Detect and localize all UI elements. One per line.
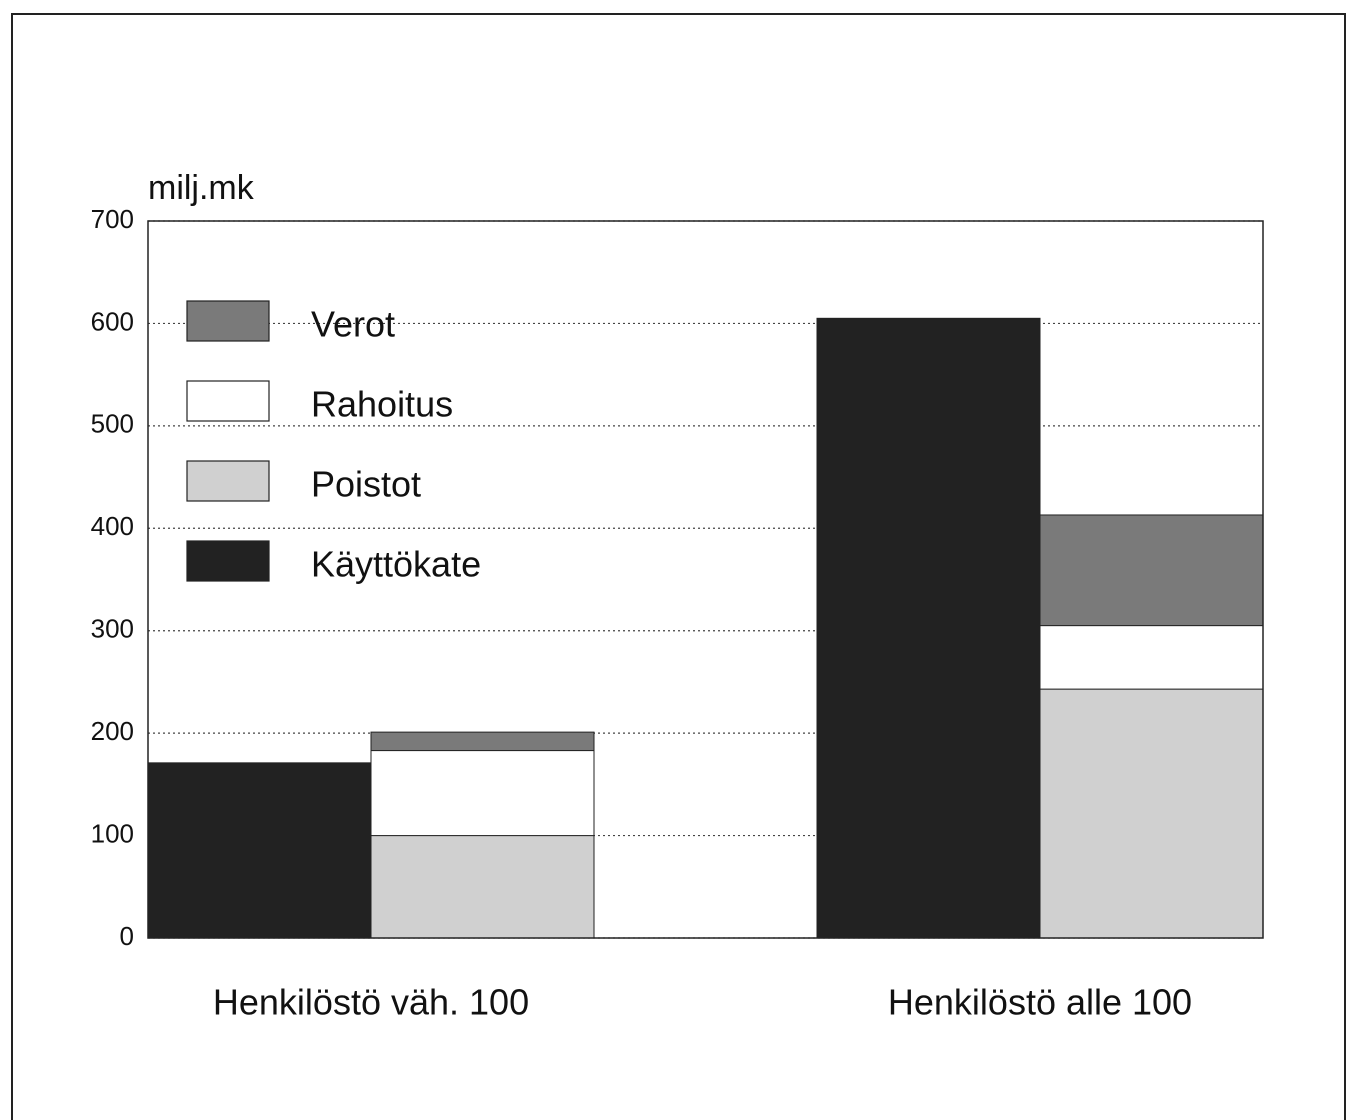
bar — [370, 731, 595, 752]
bar — [147, 762, 372, 939]
y-tick-label: 400 — [91, 511, 134, 541]
legend-swatch — [186, 380, 270, 422]
bar — [1039, 514, 1264, 627]
y-tick-label: 700 — [91, 204, 134, 234]
bar — [1039, 688, 1264, 939]
legend-label: Käyttökate — [311, 544, 481, 585]
y-axis-label: milj.mk — [148, 169, 255, 207]
x-tick-label: Henkilöstö väh. 100 — [213, 982, 529, 1023]
bar — [816, 317, 1041, 939]
legend-swatch — [186, 540, 270, 582]
y-tick-label: 600 — [91, 306, 134, 336]
legend-label: Verot — [311, 304, 395, 345]
legend-swatch — [186, 460, 270, 502]
legend-label: Poistot — [311, 464, 421, 505]
x-tick-label: Henkilöstö alle 100 — [888, 982, 1192, 1023]
y-tick-label: 100 — [91, 818, 134, 848]
bar — [370, 750, 595, 837]
y-tick-label: 500 — [91, 409, 134, 439]
y-tick-label: 200 — [91, 716, 134, 746]
bar — [370, 835, 595, 939]
plot-border — [147, 220, 1264, 939]
legend-swatch — [186, 300, 270, 342]
bar — [1039, 625, 1264, 690]
y-tick-label: 300 — [91, 614, 134, 644]
frame — [11, 13, 1346, 1120]
legend-label: Rahoitus — [311, 384, 453, 425]
y-tick-label: 0 — [120, 921, 134, 951]
